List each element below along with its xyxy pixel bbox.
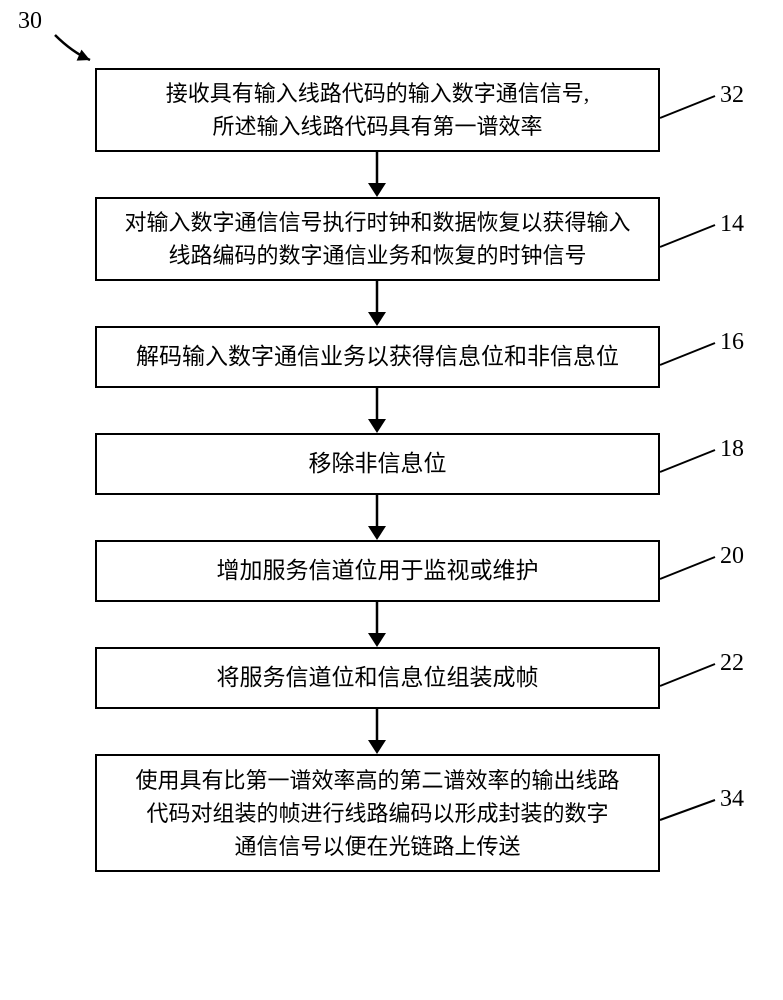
ref-leader-line xyxy=(656,221,719,251)
flow-arrow-down xyxy=(359,709,395,756)
ref-number-label: 18 xyxy=(720,436,744,463)
ref-leader-line xyxy=(656,92,719,122)
ref-number-label: 14 xyxy=(720,211,744,238)
ref-leader-line xyxy=(656,553,719,583)
flow-step-box: 接收具有输入线路代码的输入数字通信信号,所述输入线路代码具有第一谱效率 xyxy=(95,68,660,152)
ref-leader-line xyxy=(656,660,719,690)
flow-step-text: 将服务信道位和信息位组装成帧 xyxy=(217,661,539,696)
flow-step-text: 增加服务信道位用于监视或维护 xyxy=(217,554,539,589)
flow-arrow-down xyxy=(359,495,395,542)
flow-step-text: 移除非信息位 xyxy=(309,447,447,482)
flow-step-text: 使用具有比第一谱效率高的第二谱效率的输出线路代码对组装的帧进行线路编码以形成封装… xyxy=(135,764,619,863)
flow-step-box: 对输入数字通信信号执行时钟和数据恢复以获得输入线路编码的数字通信业务和恢复的时钟… xyxy=(95,197,660,281)
flow-step-box: 解码输入数字通信业务以获得信息位和非信息位 xyxy=(95,326,660,388)
figure-number-label: 30 xyxy=(18,8,42,35)
flow-step-box: 增加服务信道位用于监视或维护 xyxy=(95,540,660,602)
flow-step-text: 解码输入数字通信业务以获得信息位和非信息位 xyxy=(136,340,619,375)
ref-leader-line xyxy=(656,339,719,369)
flow-step-box: 移除非信息位 xyxy=(95,433,660,495)
flow-arrow-down xyxy=(359,152,395,199)
flow-step-box: 将服务信道位和信息位组装成帧 xyxy=(95,647,660,709)
flow-arrow-down xyxy=(359,602,395,649)
ref-leader-line xyxy=(656,796,719,824)
flow-step-text: 接收具有输入线路代码的输入数字通信信号,所述输入线路代码具有第一谱效率 xyxy=(166,77,590,143)
ref-leader-line xyxy=(656,446,719,476)
ref-number-label: 34 xyxy=(720,786,744,813)
ref-number-label: 20 xyxy=(720,543,744,570)
flow-step-text: 对输入数字通信信号执行时钟和数据恢复以获得输入线路编码的数字通信业务和恢复的时钟… xyxy=(124,206,630,272)
flow-step-box: 使用具有比第一谱效率高的第二谱效率的输出线路代码对组装的帧进行线路编码以形成封装… xyxy=(95,754,660,872)
ref-number-label: 22 xyxy=(720,650,744,677)
ref-number-label: 32 xyxy=(720,82,744,109)
ref-number-label: 16 xyxy=(720,329,744,356)
flow-arrow-down xyxy=(359,281,395,328)
figure-number-arrow xyxy=(41,21,104,74)
flow-arrow-down xyxy=(359,388,395,435)
